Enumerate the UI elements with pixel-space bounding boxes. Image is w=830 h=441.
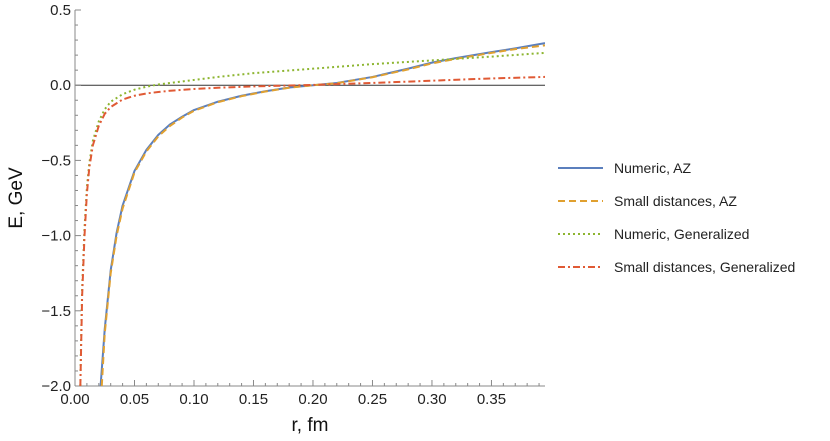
y-axis-title: E, GeV <box>6 167 27 229</box>
x-tick-label: 0.00 <box>60 391 89 408</box>
y-tick-label: −1.0 <box>41 228 71 245</box>
y-tick-label: −1.5 <box>41 303 71 320</box>
x-tick-label: 0.10 <box>179 391 208 408</box>
legend-label-4: Small distances, Generalized <box>614 259 795 275</box>
y-tick-label: −2.0 <box>41 378 71 395</box>
axes: 0.00 0.05 0.10 0.15 0.20 0.25 0.30 0.35 −2.0 −1.5… <box>41 2 545 408</box>
legend-label-3: Numeric, Generalized <box>614 226 749 242</box>
x-tick-label: 0.05 <box>120 391 149 408</box>
series-line-3 <box>79 51 545 386</box>
series-layer <box>79 42 545 386</box>
legend-label-2: Small distances, AZ <box>614 193 737 209</box>
x-tick-label: 0.25 <box>358 391 387 408</box>
y-tick-label: −0.5 <box>41 152 71 169</box>
x-tick-label: 0.15 <box>239 391 268 408</box>
x-tick-label: 0.30 <box>417 391 446 408</box>
legend-label-1: Numeric, AZ <box>614 160 691 176</box>
x-tick-label: 0.20 <box>298 391 327 408</box>
y-tick-label: 0.0 <box>50 77 71 94</box>
legend: Numeric, AZ Small distances, AZ Numeric, G… <box>558 160 795 275</box>
y-tick-label: 0.5 <box>50 2 71 19</box>
series-line-4 <box>79 75 545 386</box>
series-line-2 <box>100 44 545 386</box>
x-axis-title: r, fm <box>292 415 329 436</box>
x-tick-label: 0.35 <box>477 391 506 408</box>
series-line-1 <box>99 42 545 386</box>
